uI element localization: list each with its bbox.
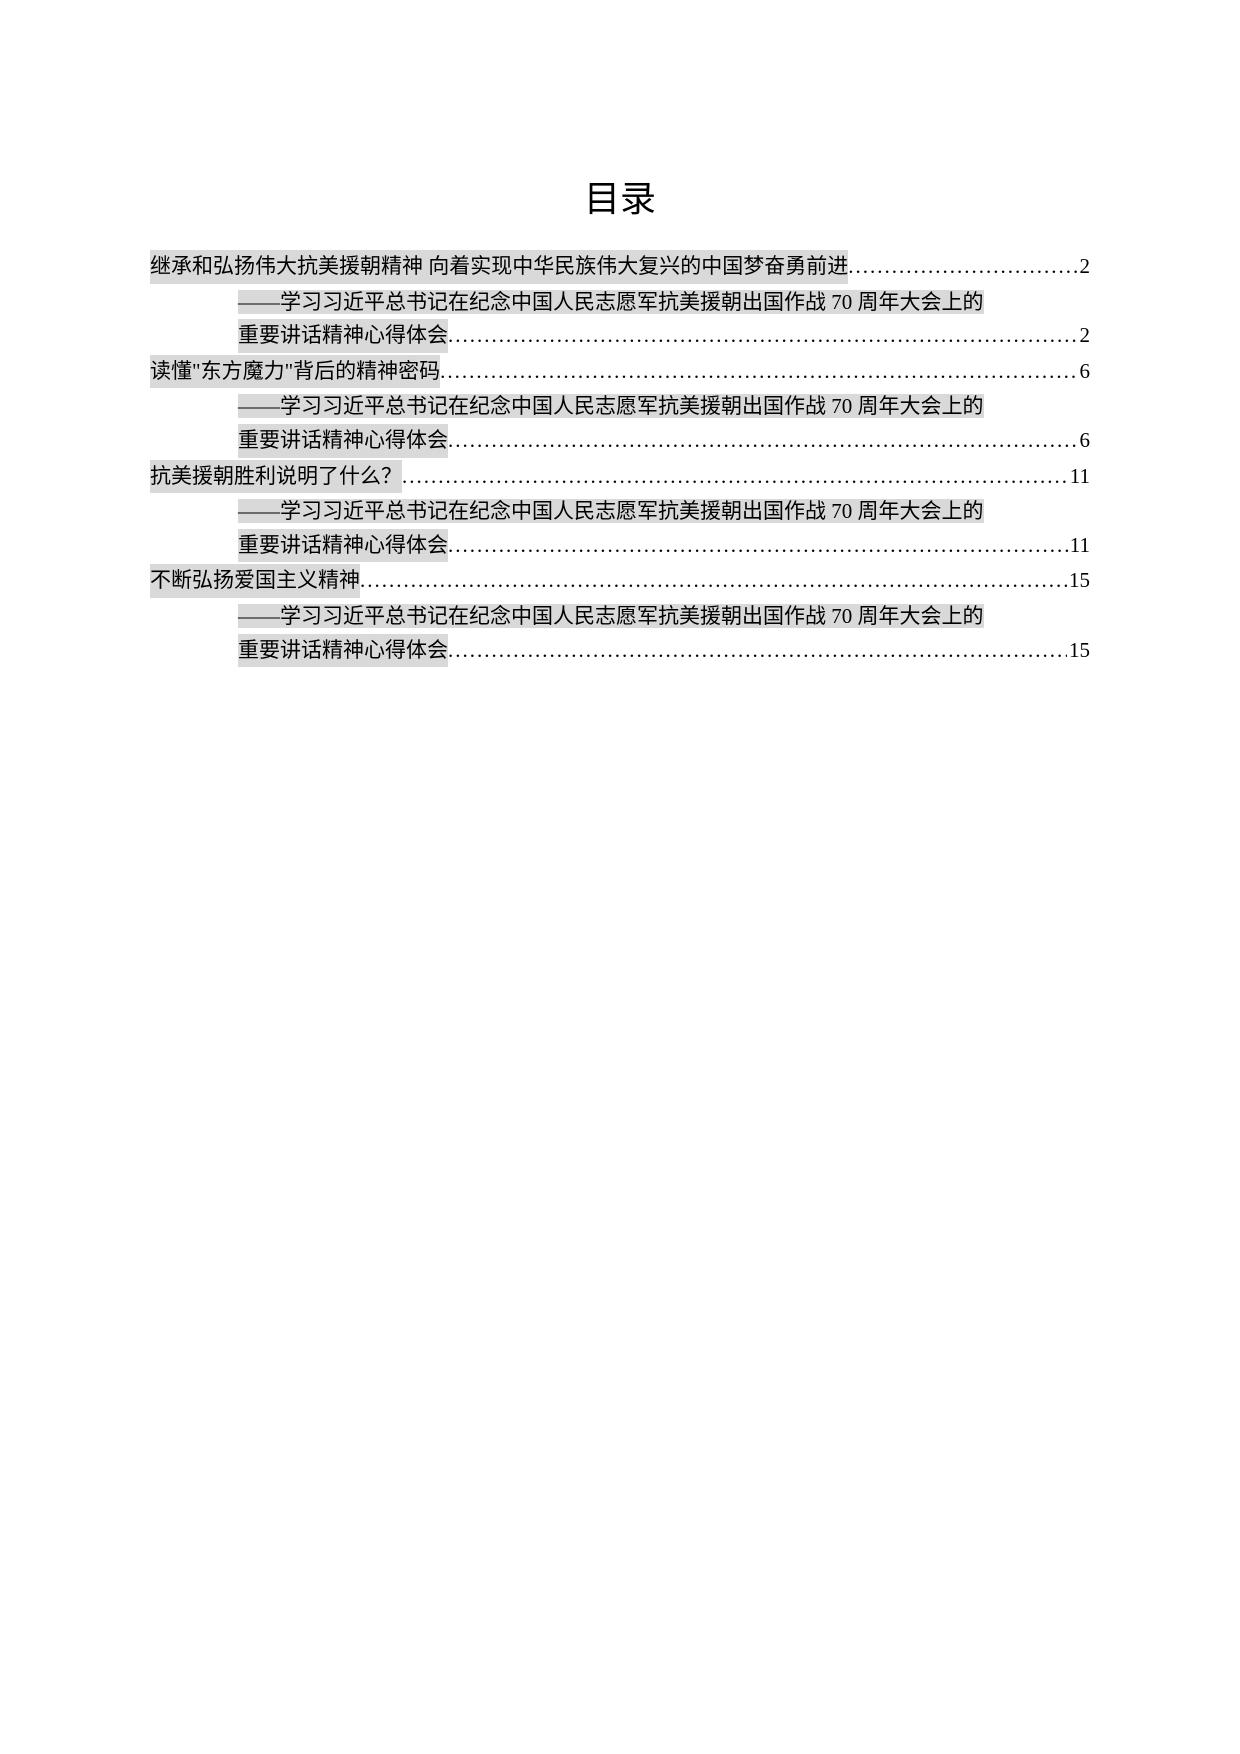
toc-entry-level-1[interactable]: 抗美援朝胜利说明了什么？ 11 xyxy=(150,460,1090,494)
toc-page-number: 11 xyxy=(1068,529,1090,563)
toc-page-number: 15 xyxy=(1067,564,1090,598)
toc-entry-text: 读懂"东方魔力"背后的精神密码 xyxy=(150,355,440,389)
toc-entry-text: 重要讲话精神心得体会 xyxy=(238,424,448,458)
toc-entry-text: ——学习习近平总书记在纪念中国人民志愿军抗美援朝出国作战 70 周年大会上的 xyxy=(238,290,984,314)
toc-entry-level-2[interactable]: ——学习习近平总书记在纪念中国人民志愿军抗美援朝出国作战 70 周年大会上的重要… xyxy=(238,286,1090,353)
toc-entry-level-1[interactable]: 继承和弘扬伟大抗美援朝精神 向着实现中华民族伟大复兴的中国梦奋勇前进 2 xyxy=(150,250,1090,284)
toc-entry-level-1[interactable]: 不断弘扬爱国主义精神 15 xyxy=(150,564,1090,598)
toc-entry-text: 重要讲话精神心得体会 xyxy=(238,319,448,353)
toc-entry-text: 抗美援朝胜利说明了什么？ xyxy=(150,460,402,494)
toc-dots xyxy=(448,634,1067,668)
toc-container: 继承和弘扬伟大抗美援朝精神 向着实现中华民族伟大复兴的中国梦奋勇前进2——学习习… xyxy=(150,250,1090,667)
toc-dots xyxy=(448,319,1078,353)
toc-title: 目录 xyxy=(150,170,1090,222)
toc-entry-text: 不断弘扬爱国主义精神 xyxy=(150,564,360,598)
toc-entry-level-1[interactable]: 读懂"东方魔力"背后的精神密码 6 xyxy=(150,355,1090,389)
toc-dots xyxy=(440,355,1077,389)
toc-page-number: 6 xyxy=(1078,355,1091,389)
toc-page-number: 11 xyxy=(1068,460,1090,494)
toc-dots xyxy=(448,529,1068,563)
toc-page-number: 6 xyxy=(1078,424,1091,458)
toc-page-number: 15 xyxy=(1067,634,1090,668)
toc-dots xyxy=(360,564,1067,598)
toc-entry-text: ——学习习近平总书记在纪念中国人民志愿军抗美援朝出国作战 70 周年大会上的 xyxy=(238,394,984,418)
toc-entry-text: 重要讲话精神心得体会 xyxy=(238,529,448,563)
toc-entry-level-2[interactable]: ——学习习近平总书记在纪念中国人民志愿军抗美援朝出国作战 70 周年大会上的重要… xyxy=(238,600,1090,667)
toc-dots xyxy=(448,424,1078,458)
toc-entry-text: ——学习习近平总书记在纪念中国人民志愿军抗美援朝出国作战 70 周年大会上的 xyxy=(238,499,984,523)
toc-entry-text: 继承和弘扬伟大抗美援朝精神 向着实现中华民族伟大复兴的中国梦奋勇前进 xyxy=(150,250,848,284)
toc-page-number: 2 xyxy=(1078,250,1091,284)
toc-entry-text: 重要讲话精神心得体会 xyxy=(238,634,448,668)
toc-entry-text: ——学习习近平总书记在纪念中国人民志愿军抗美援朝出国作战 70 周年大会上的 xyxy=(238,604,984,628)
toc-page-number: 2 xyxy=(1078,319,1091,353)
toc-dots xyxy=(402,460,1068,494)
toc-entry-level-2[interactable]: ——学习习近平总书记在纪念中国人民志愿军抗美援朝出国作战 70 周年大会上的重要… xyxy=(238,390,1090,457)
toc-entry-level-2[interactable]: ——学习习近平总书记在纪念中国人民志愿军抗美援朝出国作战 70 周年大会上的重要… xyxy=(238,495,1090,562)
toc-dots xyxy=(848,250,1077,284)
